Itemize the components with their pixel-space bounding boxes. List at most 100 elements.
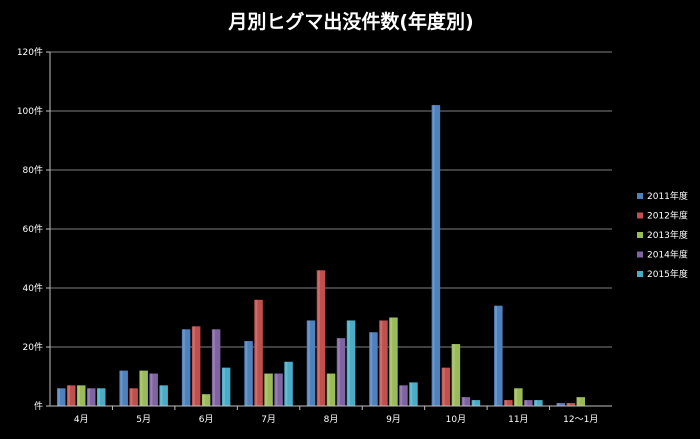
bar-highlight	[442, 367, 445, 406]
bar-highlight	[130, 388, 133, 406]
bar	[576, 397, 586, 406]
legend-label: 2011年度	[647, 190, 688, 202]
x-tick-label: 6月	[199, 414, 214, 425]
bar	[369, 332, 378, 406]
bar	[379, 320, 388, 406]
bar	[441, 367, 451, 406]
bar	[191, 326, 201, 406]
bar	[221, 367, 231, 406]
bar	[504, 400, 513, 406]
bar	[461, 397, 471, 406]
bar-highlight	[255, 299, 258, 406]
bar-highlight	[87, 388, 90, 406]
legend-swatch	[637, 232, 643, 238]
bar-highlight	[535, 400, 538, 406]
bar-highlight	[57, 388, 60, 406]
bar-highlight	[307, 320, 310, 406]
bar-highlight	[192, 326, 195, 406]
bar	[284, 361, 293, 406]
bar	[56, 388, 66, 406]
bar	[409, 382, 418, 406]
x-tick-label: 7月	[261, 414, 276, 425]
bar-highlight	[120, 370, 123, 406]
legend-label: 2013年度	[647, 229, 688, 241]
bar	[566, 403, 576, 406]
bar	[159, 385, 168, 406]
bar-highlight	[67, 385, 70, 406]
bar-highlight	[222, 367, 225, 406]
legend-label: 2014年度	[647, 249, 688, 261]
bar	[494, 305, 503, 406]
bar	[254, 299, 263, 406]
bar	[149, 373, 158, 406]
bar	[389, 317, 398, 406]
bar	[451, 344, 461, 406]
bar	[201, 394, 211, 406]
bar-highlight	[182, 329, 185, 406]
legend-label: 2015年度	[647, 268, 688, 280]
bar-highlight	[557, 403, 560, 406]
legend-swatch	[637, 212, 643, 219]
x-axis-ticks: 4月 5月 6月 7月 8月 9月 10月 11月 12〜1月	[74, 406, 598, 425]
bar-highlight	[97, 388, 100, 406]
y-axis-ticks: 件 20件 40件 60件 80件 100件 120件	[17, 46, 50, 412]
bar-highlight	[515, 388, 518, 406]
bar	[76, 385, 86, 406]
bar-highlight	[285, 361, 288, 406]
bar-highlight	[410, 382, 413, 406]
bar	[534, 400, 543, 406]
bar-highlight	[275, 373, 278, 406]
bar	[431, 105, 441, 406]
legend: 2011年度 2012年度 2013年度 2014年度 2015年度	[637, 190, 688, 280]
bar	[514, 388, 523, 406]
bar-highlight	[380, 320, 383, 406]
bar	[66, 385, 76, 406]
bar	[399, 385, 408, 406]
bar-highlight	[347, 320, 350, 406]
chart-title: 月別ヒグマ出没件数(年度別)	[227, 10, 473, 33]
y-tick-label: 100件	[17, 105, 43, 117]
bar-highlight	[472, 400, 475, 406]
bar-highlight	[400, 385, 403, 406]
bar	[326, 373, 336, 406]
y-tick-label: 件	[34, 400, 43, 412]
gridlines	[50, 51, 612, 348]
bar-highlight	[577, 397, 580, 406]
bar-highlight	[495, 305, 498, 406]
x-tick-label: 4月	[74, 414, 89, 425]
bar-highlight	[432, 105, 435, 406]
bar-highlight	[452, 344, 455, 406]
x-tick-label: 9月	[386, 414, 401, 425]
bar	[211, 329, 221, 406]
bar	[119, 370, 128, 406]
bar	[264, 373, 273, 406]
bar	[524, 400, 533, 406]
bar-highlight	[265, 373, 268, 406]
bar-highlight	[567, 403, 570, 406]
axes	[49, 52, 612, 407]
bar-highlight	[462, 397, 465, 406]
y-tick-label: 40件	[23, 282, 43, 294]
legend-swatch	[637, 193, 643, 199]
x-tick-label: 8月	[324, 414, 339, 425]
bar	[336, 338, 346, 406]
bar-highlight	[337, 338, 340, 406]
bar-highlight	[160, 385, 163, 406]
bar	[346, 320, 356, 406]
legend-label: 2012年度	[647, 210, 688, 222]
x-tick-label: 5月	[136, 414, 151, 425]
bar	[86, 388, 96, 406]
bar	[274, 373, 283, 406]
x-tick-label: 10月	[446, 414, 466, 425]
bar-highlight	[150, 373, 153, 406]
bar	[139, 370, 148, 406]
x-tick-label: 11月	[508, 414, 528, 425]
bar-highlight	[327, 373, 330, 406]
bar	[471, 400, 481, 406]
bar	[556, 403, 566, 406]
bar	[244, 341, 253, 406]
bar	[306, 320, 316, 406]
bar	[316, 270, 326, 406]
y-tick-label: 60件	[23, 223, 43, 235]
